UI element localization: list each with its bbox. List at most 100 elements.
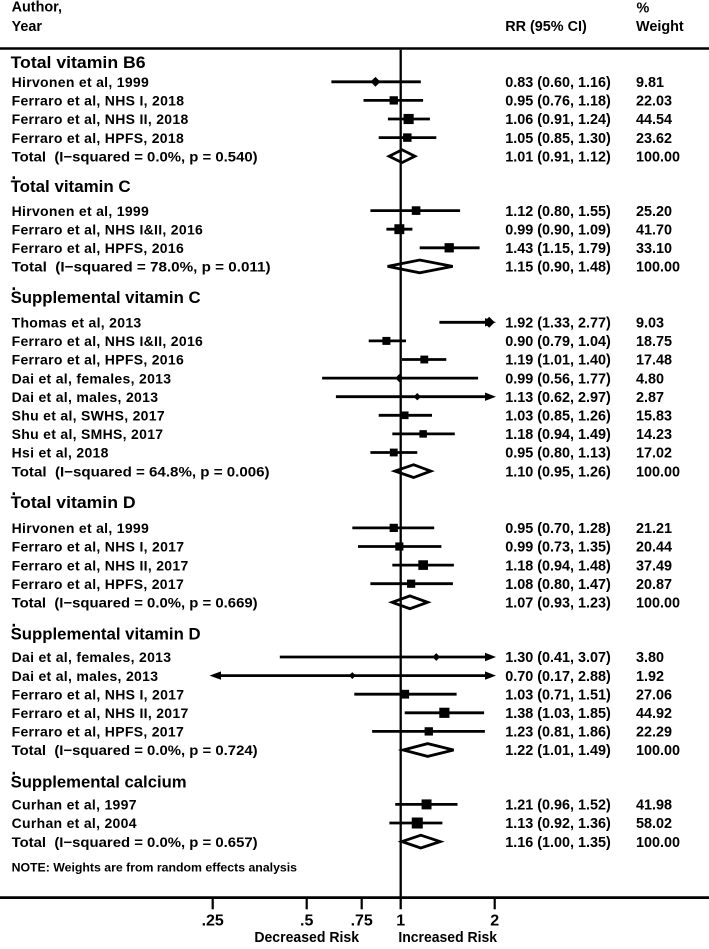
svg-text:RR (95% CI): RR (95% CI): [505, 19, 587, 35]
svg-text:100.00: 100.00: [636, 596, 680, 612]
svg-text:Total (I−squared = 78.0%, p =: Total (I−squared = 78.0%, p = 0.011): [12, 259, 271, 275]
svg-text:1.15 (0.90, 1.48): 1.15 (0.90, 1.48): [505, 260, 611, 276]
svg-text:Hsi et al, 2018: Hsi et al, 2018: [12, 445, 109, 461]
svg-text:1.19 (1.01, 1.40): 1.19 (1.01, 1.40): [505, 353, 611, 369]
svg-text:Total (I−squared = 0.0%, p =: Total (I−squared = 0.0%, p = 0.657): [12, 834, 258, 850]
svg-text:0.99 (0.90, 1.09): 0.99 (0.90, 1.09): [505, 222, 611, 238]
svg-text:Supplemental vitamin D: Supplemental vitamin D: [11, 625, 201, 643]
svg-text:.75: .75: [351, 912, 373, 929]
svg-text:33.10: 33.10: [636, 241, 672, 257]
svg-text:Dai et al, females, 2013: Dai et al, females, 2013: [12, 649, 172, 665]
svg-text:25.20: 25.20: [636, 204, 672, 220]
svg-text:Ferraro et al, NHS II, 2017: Ferraro et al, NHS II, 2017: [12, 557, 189, 573]
svg-text:37.49: 37.49: [636, 558, 672, 574]
svg-text:1.06 (0.91, 1.24): 1.06 (0.91, 1.24): [505, 112, 611, 128]
svg-text:Ferraro et al, HPFS, 2016: Ferraro et al, HPFS, 2016: [12, 240, 184, 256]
svg-text:Total vitamin C: Total vitamin C: [11, 178, 131, 196]
svg-text:Total (I−squared = 0.0%, p =: Total (I−squared = 0.0%, p = 0.540): [12, 148, 258, 164]
svg-text:21.21: 21.21: [636, 521, 672, 537]
svg-text:22.03: 22.03: [636, 94, 672, 110]
svg-text:Ferraro et al, HPFS, 2016: Ferraro et al, HPFS, 2016: [12, 352, 184, 368]
svg-text:Dai et al, females, 2013: Dai et al, females, 2013: [12, 370, 172, 386]
svg-text:Ferraro et al, NHS I, 2017: Ferraro et al, NHS I, 2017: [12, 686, 185, 702]
svg-text:Dai et al, males, 2013: Dai et al, males, 2013: [12, 668, 159, 684]
svg-text:Ferraro et al, NHS I, 2017: Ferraro et al, NHS I, 2017: [12, 539, 185, 555]
svg-text:Decreased Risk: Decreased Risk: [254, 930, 359, 946]
svg-text:17.02: 17.02: [636, 446, 672, 462]
svg-text:1.22 (1.01, 1.49): 1.22 (1.01, 1.49): [505, 743, 611, 759]
svg-text:Supplemental vitamin C: Supplemental vitamin C: [11, 289, 201, 307]
svg-text:23.62: 23.62: [636, 131, 672, 147]
svg-text:2.87: 2.87: [636, 390, 664, 406]
svg-text:2: 2: [490, 912, 499, 929]
svg-text:Ferraro et al, NHS I&II, 2016: Ferraro et al, NHS I&II, 2016: [12, 221, 204, 237]
svg-text:17.48: 17.48: [636, 353, 672, 369]
svg-text:14.23: 14.23: [636, 427, 672, 443]
svg-text:0.95 (0.76, 1.18): 0.95 (0.76, 1.18): [505, 94, 611, 110]
svg-text:Total (I−squared = 0.0%, p =: Total (I−squared = 0.0%, p = 0.724): [12, 742, 258, 758]
svg-text:Ferraro et al, NHS I, 2018: Ferraro et al, NHS I, 2018: [12, 93, 185, 109]
svg-text:Total (I−squared = 0.0%, p =: Total (I−squared = 0.0%, p = 0.669): [12, 595, 258, 611]
svg-text:.5: .5: [300, 912, 313, 929]
svg-text:Hirvonen et al, 1999: Hirvonen et al, 1999: [12, 74, 150, 90]
svg-text:Ferraro et al, NHS I&II, 2016: Ferraro et al, NHS I&II, 2016: [12, 333, 204, 349]
svg-text:1.43 (1.15, 1.79): 1.43 (1.15, 1.79): [505, 241, 611, 257]
svg-text:Hirvonen et al, 1999: Hirvonen et al, 1999: [12, 203, 150, 219]
svg-text:Year: Year: [12, 19, 43, 35]
svg-text:1.10 (0.95, 1.26): 1.10 (0.95, 1.26): [505, 464, 611, 480]
svg-text:1.08 (0.80, 1.47): 1.08 (0.80, 1.47): [505, 577, 611, 593]
svg-text:1.18 (0.94, 1.49): 1.18 (0.94, 1.49): [505, 427, 611, 443]
svg-text:1.16 (1.00, 1.35): 1.16 (1.00, 1.35): [505, 835, 611, 851]
svg-text:1.01 (0.91, 1.12): 1.01 (0.91, 1.12): [505, 149, 611, 165]
svg-text:Ferraro et al, HPFS, 2017: Ferraro et al, HPFS, 2017: [12, 576, 184, 592]
svg-text:1.30 (0.41, 3.07): 1.30 (0.41, 3.07): [505, 650, 611, 666]
svg-text:1.13 (0.92, 1.36): 1.13 (0.92, 1.36): [505, 816, 611, 832]
svg-text:Hirvonen et al, 1999: Hirvonen et al, 1999: [12, 520, 150, 536]
svg-text:100.00: 100.00: [636, 149, 680, 165]
svg-text:27.06: 27.06: [636, 687, 672, 703]
svg-text:1.13 (0.62, 2.97): 1.13 (0.62, 2.97): [505, 390, 611, 406]
svg-text:20.87: 20.87: [636, 577, 672, 593]
svg-text:41.98: 41.98: [636, 798, 672, 814]
svg-text:0.90 (0.79, 1.04): 0.90 (0.79, 1.04): [505, 334, 611, 350]
svg-text:44.54: 44.54: [636, 112, 672, 128]
svg-text:Ferraro et al, NHS II, 2017: Ferraro et al, NHS II, 2017: [12, 705, 189, 721]
svg-text:Ferraro et al, HPFS, 2017: Ferraro et al, HPFS, 2017: [12, 724, 184, 740]
svg-text:9.03: 9.03: [636, 316, 664, 332]
svg-text:1.92: 1.92: [636, 669, 664, 685]
svg-text:%: %: [637, 1, 650, 17]
svg-text:Increased Risk: Increased Risk: [398, 930, 497, 946]
svg-text:Total vitamin B6: Total vitamin B6: [11, 54, 146, 72]
svg-text:Thomas et al, 2013: Thomas et al, 2013: [12, 315, 142, 331]
svg-text:Supplemental calcium: Supplemental calcium: [11, 773, 187, 791]
svg-text:1.05 (0.85, 1.30): 1.05 (0.85, 1.30): [505, 131, 611, 147]
svg-text:Curhan et al, 1997: Curhan et al, 1997: [12, 797, 137, 813]
svg-text:4.80: 4.80: [636, 371, 664, 387]
svg-text:Weight: Weight: [636, 19, 684, 35]
svg-text:Ferraro et al, HPFS, 2018: Ferraro et al, HPFS, 2018: [12, 130, 184, 146]
svg-text:0.95 (0.70, 1.28): 0.95 (0.70, 1.28): [505, 521, 611, 537]
svg-text:1.92 (1.33, 2.77): 1.92 (1.33, 2.77): [505, 316, 611, 332]
svg-text:1.03 (0.71, 1.51): 1.03 (0.71, 1.51): [505, 687, 611, 703]
svg-text:1.23 (0.81, 1.86): 1.23 (0.81, 1.86): [505, 725, 611, 741]
svg-text:100.00: 100.00: [636, 835, 680, 851]
svg-text:Shu et al, SMHS, 2017: Shu et al, SMHS, 2017: [12, 426, 164, 442]
svg-text:Author,: Author,: [12, 0, 62, 16]
svg-text:20.44: 20.44: [636, 540, 672, 556]
svg-text:3.80: 3.80: [636, 650, 664, 666]
svg-text:58.02: 58.02: [636, 816, 672, 832]
svg-text:1.12 (0.80, 1.55): 1.12 (0.80, 1.55): [505, 204, 611, 220]
svg-text:Curhan et al, 2004: Curhan et al, 2004: [12, 815, 137, 831]
svg-text:15.83: 15.83: [636, 409, 672, 425]
svg-text:22.29: 22.29: [636, 725, 672, 741]
svg-text:0.95 (0.80, 1.13): 0.95 (0.80, 1.13): [505, 446, 611, 462]
svg-text:1.07 (0.93, 1.23): 1.07 (0.93, 1.23): [505, 596, 611, 612]
svg-text:0.70 (0.17, 2.88): 0.70 (0.17, 2.88): [505, 669, 611, 685]
svg-text:0.99 (0.73, 1.35): 0.99 (0.73, 1.35): [505, 540, 611, 556]
svg-text:9.81: 9.81: [636, 75, 664, 91]
svg-text:Ferraro et al, NHS II, 2018: Ferraro et al, NHS II, 2018: [12, 111, 189, 127]
svg-text:1.38 (1.03, 1.85): 1.38 (1.03, 1.85): [505, 706, 611, 722]
svg-text:Shu et al, SWHS, 2017: Shu et al, SWHS, 2017: [12, 408, 165, 424]
svg-text:18.75: 18.75: [636, 334, 672, 350]
svg-text:41.70: 41.70: [636, 222, 672, 238]
